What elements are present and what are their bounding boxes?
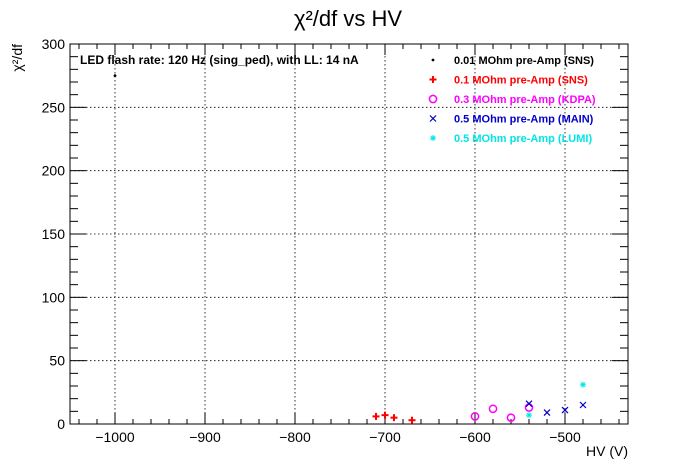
legend: 0.01 MOhm pre-Amp (SNS) 0.1 MOhm pre-Amp … [428, 55, 596, 145]
plot-frame [69, 43, 629, 425]
data-point-series-3 [524, 403, 534, 412]
x-tick-label: −500 [549, 429, 581, 445]
data-points [113, 74, 587, 424]
data-point-series-4 [543, 409, 551, 417]
data-point-series-4 [579, 401, 587, 409]
x-tick-labels: −1000 −900 −800 −700 −600 −500 [95, 429, 581, 445]
axis-ticks [70, 43, 628, 425]
x-tick-label: −700 [369, 429, 401, 445]
data-point-series-5 [580, 381, 586, 388]
data-point-series-4 [525, 400, 533, 408]
data-point-series-2 [372, 412, 380, 420]
y-tick-label: 0 [57, 416, 65, 432]
chart-title: χ²/df vs HV [294, 6, 402, 31]
data-point-series-3 [488, 404, 498, 414]
legend-marker-2 [429, 76, 437, 83]
data-point-series-3 [470, 412, 480, 421]
header-annotation: LED flash rate: 120 Hz (sing_ped), with … [80, 53, 359, 67]
grid [70, 44, 628, 424]
legend-label-3: 0.3 MOhm pre-Amp (KDPA) [454, 94, 596, 106]
legend-label-4: 0.5 MOhm pre-Amp (MAIN) [454, 114, 594, 126]
legend-marker-5 [430, 135, 436, 141]
y-tick-label: 250 [42, 99, 66, 115]
x-tick-label: −900 [189, 429, 221, 445]
legend-label-5: 0.5 MOhm pre-Amp (LUMI) [454, 133, 592, 145]
legend-marker-3 [428, 94, 438, 104]
data-point-series-5 [526, 412, 532, 419]
x-tick-label: −800 [279, 429, 311, 445]
y-tick-label: 200 [42, 163, 66, 179]
y-tick-label: 50 [49, 353, 65, 369]
y-tick-label: 150 [42, 226, 66, 242]
data-point-series-1 [113, 74, 117, 78]
x-axis-title: HV (V) [586, 443, 628, 459]
data-point-series-3 [506, 413, 516, 423]
legend-label-2: 0.1 MOhm pre-Amp (SNS) [454, 75, 588, 87]
x-tick-label: −600 [459, 429, 491, 445]
legend-marker-1 [431, 58, 435, 62]
data-point-series-4 [561, 406, 569, 414]
data-point-series-2 [381, 411, 389, 419]
data-point-series-2 [390, 414, 398, 422]
data-point-series-2 [408, 416, 416, 424]
y-axis-title: χ²/df [9, 44, 25, 72]
y-tick-labels: 0 50 100 150 200 250 300 [42, 36, 66, 432]
y-tick-label: 300 [42, 36, 66, 52]
x-tick-label: −1000 [95, 429, 135, 445]
legend-marker-4 [429, 115, 437, 122]
y-tick-label: 100 [42, 289, 66, 305]
legend-label-1: 0.01 MOhm pre-Amp (SNS) [454, 55, 594, 67]
